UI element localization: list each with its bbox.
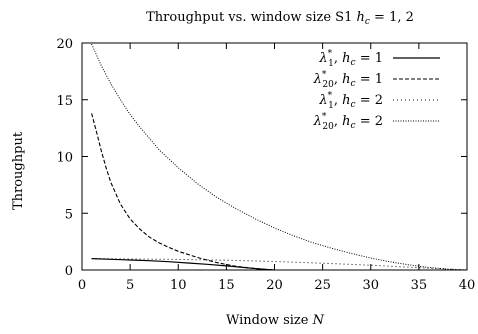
plot-frame bbox=[81, 42, 468, 271]
y-tick-label: 20 bbox=[56, 37, 73, 52]
x-tick-label: 15 bbox=[218, 278, 235, 293]
axis-ticks: 0 5 10 15 20 25 30 35 40 0 5 10 15 20 bbox=[56, 37, 475, 293]
x-tick-label: 30 bbox=[362, 278, 379, 293]
y-tick-label: 10 bbox=[56, 151, 73, 166]
legend-label-2: λ* 20, hc = 1 bbox=[313, 70, 383, 90]
series-group bbox=[91, 43, 468, 271]
y-tick-label: 5 bbox=[65, 207, 73, 222]
x-axis-label-text: Window size bbox=[226, 313, 313, 328]
y-tick-label: 0 bbox=[65, 264, 73, 279]
series-line-2 bbox=[91, 113, 275, 271]
legend-label-1: λ* 1, hc = 1 bbox=[318, 49, 383, 69]
y-axis-label: Throughput bbox=[11, 131, 26, 210]
x-tick-label: 0 bbox=[78, 278, 86, 293]
x-axis-label-var: N bbox=[312, 313, 325, 328]
x-tick-label: 20 bbox=[266, 278, 283, 293]
chart-title-text: Throughput vs. window size S1 bbox=[146, 10, 356, 25]
chart-title-var: h bbox=[356, 10, 364, 25]
x-axis-label: Window size N bbox=[226, 313, 325, 328]
x-tick-label: 25 bbox=[314, 278, 331, 293]
y-tick-label: 15 bbox=[56, 94, 73, 109]
x-tick-label: 40 bbox=[459, 278, 476, 293]
x-tick-label: 5 bbox=[126, 278, 134, 293]
x-tick-label: 35 bbox=[411, 278, 428, 293]
series-line-4 bbox=[91, 43, 468, 271]
chart-title-sub: c bbox=[365, 17, 370, 27]
chart-title: Throughput vs. window size S1 hc = 1, 2 bbox=[146, 10, 414, 27]
chart-title-rest: = 1, 2 bbox=[370, 10, 414, 25]
series-line-1 bbox=[91, 258, 275, 271]
legend-label-4: λ* 20, hc = 2 bbox=[313, 112, 383, 132]
legend: λ* 1, hc = 1λ* 20, hc = 1λ* 1, hc = 2λ* 20, … bbox=[313, 49, 440, 132]
x-tick-label: 10 bbox=[170, 278, 187, 293]
legend-label-3: λ* 1, hc = 2 bbox=[318, 91, 383, 111]
